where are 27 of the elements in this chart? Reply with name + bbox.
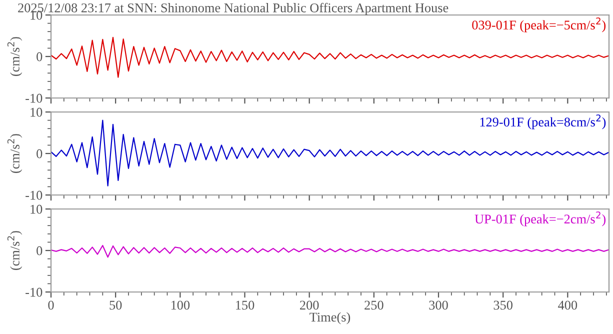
y-tick-label: 0 — [36, 149, 42, 158]
x-axis-title: Time(s) — [310, 312, 350, 324]
x-tick-label: 0 — [48, 300, 54, 310]
y-tick-label: 0 — [36, 52, 42, 62]
annotation: UP-01F (peak=−2cm/s$^{2}$) — [474, 211, 606, 226]
x-tick-label: 50 — [110, 300, 122, 310]
line-series — [51, 36, 609, 78]
y-axis-title: (cm/s$^{2}$) — [7, 231, 22, 270]
y-tick-label: -10 — [26, 288, 42, 297]
annotation: 039-01F (peak=−5cm/s$^{2}$) — [472, 17, 606, 32]
annotation: 129-01F (peak=8cm/s$^{2}$) — [480, 114, 606, 130]
y-tick-label: 10 — [30, 10, 42, 20]
y-tick-label: -10 — [26, 190, 42, 200]
y-tick-label: -10 — [26, 94, 42, 103]
x-tick-label: 150 — [236, 300, 254, 310]
y-tick-label: 10 — [30, 204, 42, 214]
line-series — [51, 244, 609, 258]
x-tick-label: 100 — [171, 300, 190, 310]
y-tick-label: 10 — [30, 108, 42, 117]
y-axis-title: (cm/s$^{2}$) — [7, 134, 22, 173]
x-tick-label: 400 — [558, 300, 578, 310]
y-tick-label: 0 — [36, 246, 42, 256]
x-tick-label: 300 — [429, 300, 448, 310]
x-tick-label: 350 — [494, 300, 512, 310]
x-tick-label: 200 — [300, 300, 319, 310]
y-axis-title: (cm/s$^{2}$) — [7, 37, 22, 76]
x-tick-label: 250 — [364, 300, 384, 310]
